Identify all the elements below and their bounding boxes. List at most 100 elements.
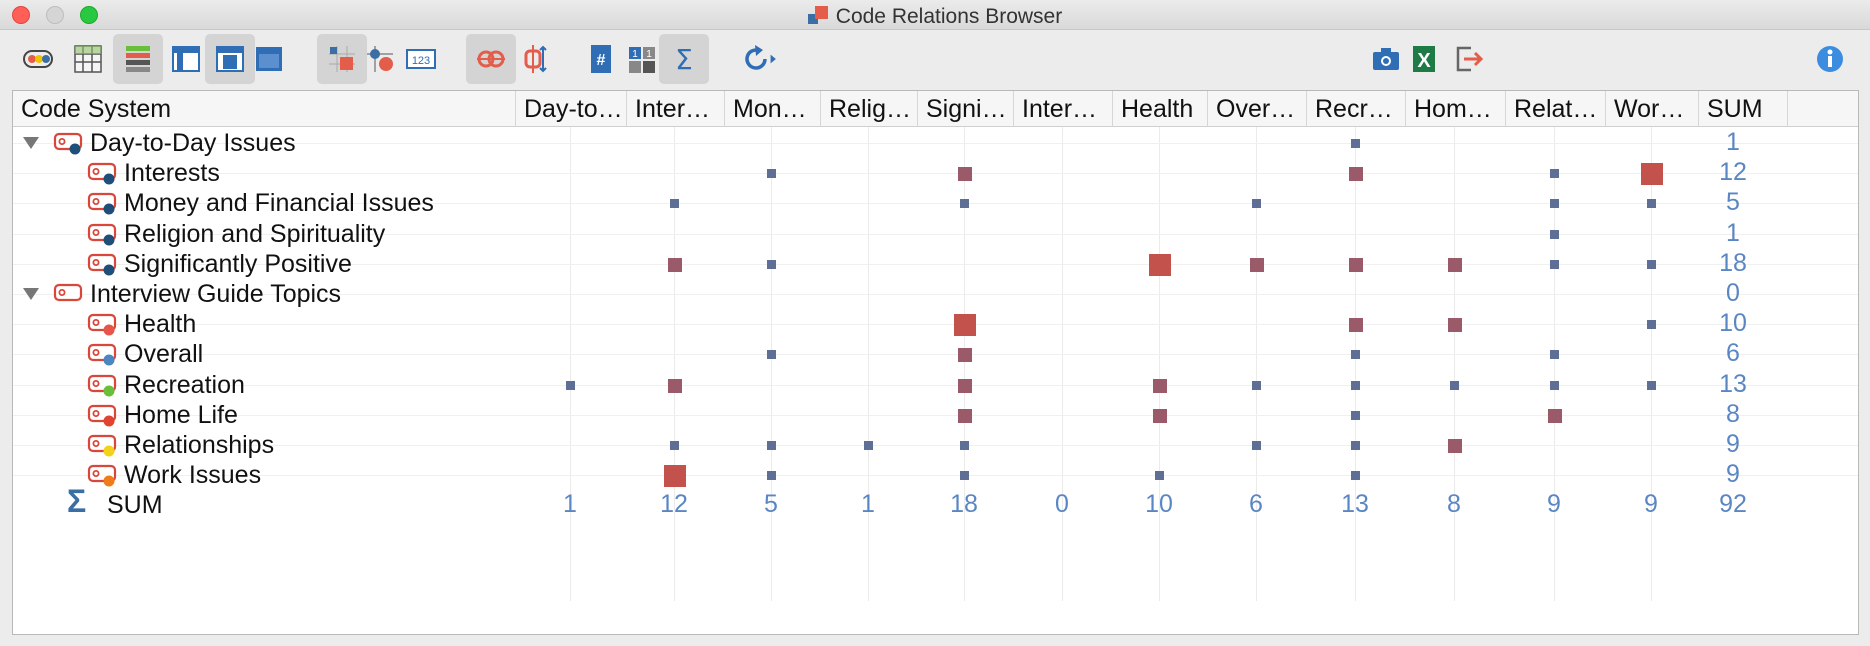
relation-square[interactable] — [957, 347, 972, 362]
grid-view-button[interactable] — [63, 34, 113, 84]
relation-square[interactable] — [1450, 381, 1459, 390]
relation-square[interactable] — [1550, 260, 1559, 269]
relation-square[interactable] — [767, 169, 776, 178]
relation-square[interactable] — [1550, 169, 1559, 178]
relation-square[interactable] — [1351, 350, 1360, 359]
relation-square[interactable] — [1647, 381, 1656, 390]
relation-square[interactable] — [1348, 166, 1363, 181]
column-header[interactable]: Inter… — [1014, 91, 1113, 127]
relation-square[interactable] — [1640, 162, 1663, 185]
relation-square[interactable] — [566, 381, 575, 390]
relation-square[interactable] — [663, 464, 686, 487]
code-row-label[interactable]: Health — [124, 310, 197, 338]
code-row-label[interactable]: Interview Guide Topics — [90, 280, 342, 308]
relation-square[interactable] — [1348, 257, 1363, 272]
column-header[interactable]: Health — [1113, 91, 1208, 127]
column-header[interactable]: Recr… — [1307, 91, 1406, 127]
expand-toggle-icon[interactable] — [23, 137, 39, 149]
relation-square[interactable] — [670, 199, 679, 208]
hash-button[interactable]: # — [576, 34, 626, 84]
column-header[interactable]: Relig… — [821, 91, 918, 127]
close-window-button[interactable] — [12, 6, 30, 24]
relation-square[interactable] — [1547, 408, 1562, 423]
panel-window-button[interactable] — [244, 34, 294, 84]
relation-square[interactable] — [1152, 408, 1167, 423]
relation-square[interactable] — [960, 441, 969, 450]
numbers-visual-button[interactable]: 123 — [396, 34, 446, 84]
relation-square[interactable] — [1249, 257, 1264, 272]
relation-square[interactable] — [864, 441, 873, 450]
column-header[interactable]: Relat… — [1506, 91, 1606, 127]
relation-square[interactable] — [1148, 253, 1171, 276]
code-row-label[interactable]: Home Life — [124, 401, 238, 429]
relation-square[interactable] — [953, 313, 976, 336]
relation-square[interactable] — [1550, 350, 1559, 359]
relation-square[interactable] — [767, 260, 776, 269]
relation-square[interactable] — [1252, 441, 1261, 450]
relation-square[interactable] — [667, 378, 682, 393]
expand-toggle-icon[interactable] — [23, 288, 39, 300]
maximize-window-button[interactable] — [80, 6, 98, 24]
code-row-label[interactable]: Overall — [124, 340, 204, 368]
relation-square[interactable] — [1647, 199, 1656, 208]
relation-square[interactable] — [1348, 317, 1363, 332]
relation-square[interactable] — [1351, 139, 1360, 148]
relation-square[interactable] — [1447, 317, 1462, 332]
relation-square[interactable] — [1252, 199, 1261, 208]
relation-square[interactable] — [957, 166, 972, 181]
code-colors-button[interactable] — [13, 34, 63, 84]
relation-square[interactable] — [1447, 257, 1462, 272]
code-row-label[interactable]: Day-to-Day Issues — [90, 129, 296, 157]
relation-square[interactable] — [1155, 471, 1164, 480]
relation-square[interactable] — [1351, 381, 1360, 390]
column-header[interactable]: Over… — [1208, 91, 1307, 127]
minimize-window-button[interactable] — [46, 6, 64, 24]
relation-square[interactable] — [957, 408, 972, 423]
sum-button[interactable]: Σ — [659, 34, 709, 84]
relation-square[interactable] — [767, 471, 776, 480]
excel-export-button[interactable]: X — [1400, 34, 1450, 84]
code-row-label[interactable]: Significantly Positive — [124, 250, 352, 278]
info-button[interactable] — [1805, 34, 1855, 84]
relation-square[interactable] — [1351, 471, 1360, 480]
relation-square[interactable] — [1152, 378, 1167, 393]
relation-square[interactable] — [960, 471, 969, 480]
relation-square[interactable] — [1647, 260, 1656, 269]
relation-square[interactable] — [767, 350, 776, 359]
relation-square[interactable] — [767, 441, 776, 450]
intersection-button[interactable] — [466, 34, 516, 84]
code-row-label[interactable]: Interests — [124, 159, 220, 187]
code-row-label[interactable]: Recreation — [124, 371, 245, 399]
column-header[interactable]: Inter… — [627, 91, 725, 127]
squares-visual-button[interactable] — [317, 34, 367, 84]
code-row-label[interactable]: Relationships — [124, 431, 275, 459]
code-row-label[interactable]: Money and Financial Issues — [124, 189, 434, 217]
relation-square[interactable] — [1550, 230, 1559, 239]
refresh-dropdown[interactable] — [760, 34, 790, 84]
relation-square[interactable] — [1447, 438, 1462, 453]
relation-square[interactable] — [1647, 320, 1656, 329]
code-row-label[interactable]: Religion and Spirituality — [124, 220, 386, 248]
relation-square[interactable] — [1351, 441, 1360, 450]
relation-square[interactable] — [1550, 381, 1559, 390]
refresh-button[interactable] — [731, 34, 781, 84]
relation-square[interactable] — [670, 441, 679, 450]
column-header[interactable]: Wor… — [1606, 91, 1699, 127]
code-row-label[interactable]: Work Issues — [124, 461, 262, 489]
relation-square[interactable] — [1252, 381, 1261, 390]
relation-square[interactable] — [957, 378, 972, 393]
column-header[interactable]: Hom… — [1406, 91, 1506, 127]
stripes-view-button[interactable] — [113, 34, 163, 84]
export-button[interactable] — [1443, 34, 1493, 84]
relation-square[interactable] — [1550, 199, 1559, 208]
column-header[interactable]: SUM — [1699, 91, 1788, 127]
circles-visual-button[interactable] — [355, 34, 405, 84]
column-header[interactable]: Day-to… — [516, 91, 627, 127]
column-header[interactable]: Signi… — [918, 91, 1014, 127]
panel-center-button[interactable] — [205, 34, 255, 84]
column-header-code-system[interactable]: Code System — [13, 91, 516, 127]
relation-square[interactable] — [960, 199, 969, 208]
relation-square[interactable] — [667, 257, 682, 272]
panel-left-button[interactable] — [161, 34, 211, 84]
